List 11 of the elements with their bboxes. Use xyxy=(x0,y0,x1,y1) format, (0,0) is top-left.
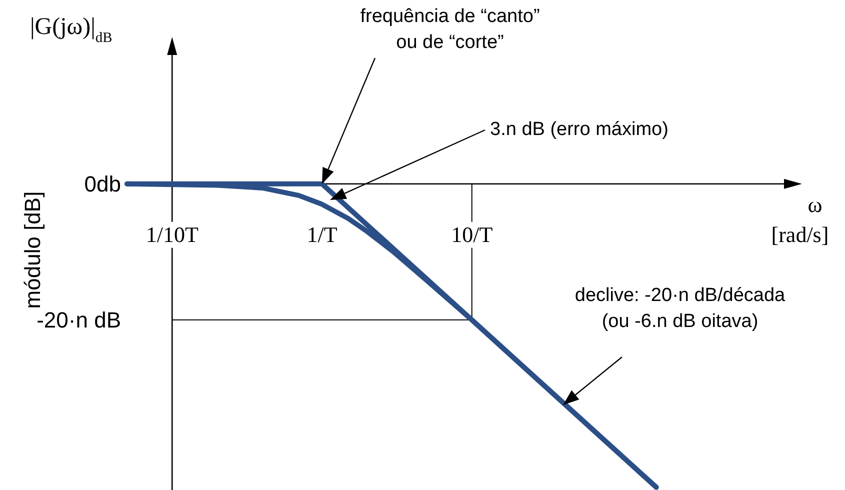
y-tick-label: 0db xyxy=(84,171,121,196)
annotation: declive: -20·n dB/década (ou -6.n dB oitava) xyxy=(574,285,786,332)
annotation: 3.n dB (erro máximo) xyxy=(490,119,668,140)
x-axis-title: ω [rad/s] xyxy=(771,192,829,247)
y-tick-label: -20·n dB xyxy=(36,307,121,332)
annotation: frequência de “canto” ou de “corte” xyxy=(360,6,540,53)
x-tick-label: 10/T xyxy=(451,222,494,247)
y-axis-title: módulo [dB] xyxy=(20,191,45,309)
x-tick-label: 1/T xyxy=(306,222,338,247)
chart-title: |G(jω)|$_{dB}$ xyxy=(30,14,112,46)
x-tick-label: 1/10T xyxy=(146,222,199,247)
